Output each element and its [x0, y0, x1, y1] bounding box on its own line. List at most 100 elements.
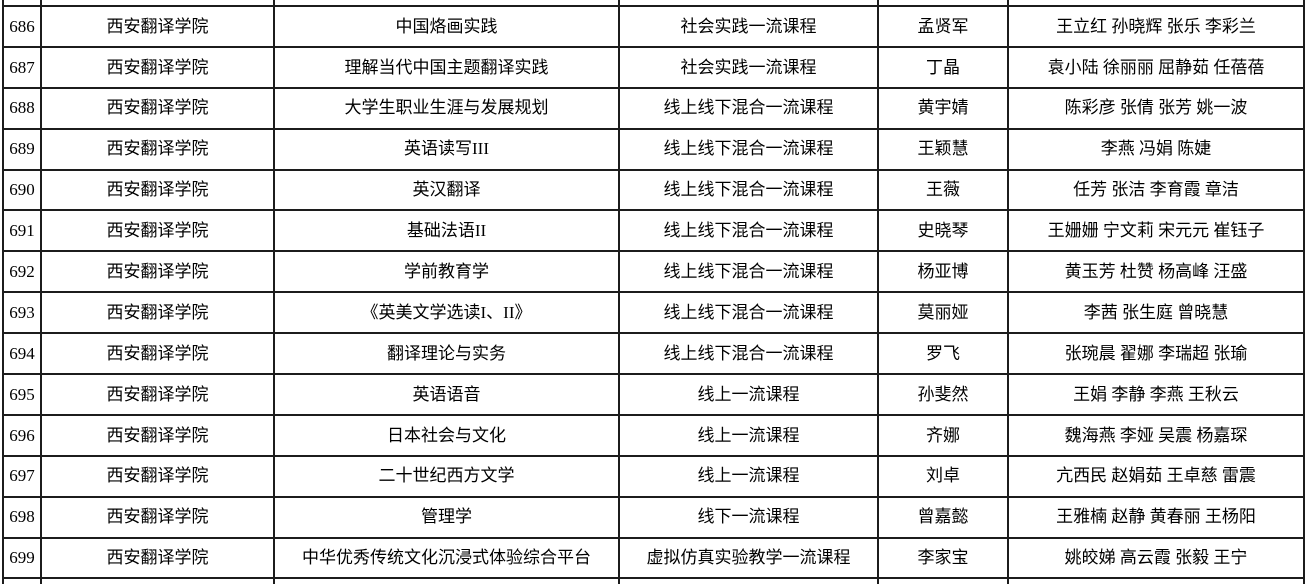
course-name-cell: 英汉翻译 [273, 168, 620, 212]
team-members-cell: 王立红 孙晓辉 张乐 李彩兰 [1007, 5, 1305, 48]
course-type-cell: 社会实践一流课程 [618, 5, 879, 48]
leader-cell: 李家宝 [877, 536, 1009, 580]
course-name-cell: 英语语音 [273, 373, 620, 416]
row-number-cell: 686 [2, 5, 42, 48]
course-type-cell: 线上线下混合一流课程 [618, 127, 879, 171]
table-row: 687 西安翻译学院 理解当代中国主题翻译实践 社会实践一流课程 丁晶 袁小陆 … [2, 45, 1305, 89]
course-name-cell: 《英美文学选读I、II》 [273, 291, 620, 335]
course-type-cell [618, 0, 879, 7]
leader-cell [877, 577, 1009, 584]
school-cell: 西安翻译学院 [40, 209, 275, 253]
school-cell: 西安翻译学院 [40, 373, 275, 416]
table-row: 697 西安翻译学院 二十世纪西方文学 线上一流课程 刘卓 亢西民 赵娟茹 王卓… [2, 454, 1305, 498]
school-cell: 西安翻译学院 [40, 536, 275, 580]
school-cell [40, 577, 275, 584]
school-cell: 西安翻译学院 [40, 86, 275, 130]
row-number-cell [2, 0, 42, 7]
course-type-cell: 线上线下混合一流课程 [618, 209, 879, 253]
leader-cell: 孙斐然 [877, 373, 1009, 416]
team-members-cell: 陈彩彦 张倩 张芳 姚一波 [1007, 86, 1305, 130]
row-number-cell: 698 [2, 495, 42, 539]
course-name-cell: 学前教育学 [273, 250, 620, 294]
school-cell: 西安翻译学院 [40, 291, 275, 335]
table-row: 689 西安翻译学院 英语读写III 线上线下混合一流课程 王颖慧 李燕 冯娟 … [2, 127, 1305, 171]
team-members-cell: 王雅楠 赵静 黄春丽 王杨阳 [1007, 495, 1305, 539]
course-type-cell: 线下一流课程 [618, 495, 879, 539]
course-name-cell: 日本社会与文化 [273, 413, 620, 457]
course-name-cell: 中华优秀传统文化沉浸式体验综合平台 [273, 536, 620, 580]
leader-cell [877, 0, 1009, 7]
school-cell: 西安翻译学院 [40, 454, 275, 498]
table-row: 686 西安翻译学院 中国烙画实践 社会实践一流课程 孟贤军 王立红 孙晓辉 张… [2, 5, 1305, 48]
course-type-cell: 线上一流课程 [618, 413, 879, 457]
course-type-cell: 线上一流课程 [618, 373, 879, 416]
leader-cell: 王颖慧 [877, 127, 1009, 171]
row-number-cell: 687 [2, 45, 42, 89]
school-cell: 西安翻译学院 [40, 5, 275, 48]
table-row: 696 西安翻译学院 日本社会与文化 线上一流课程 齐娜 魏海燕 李娅 吴震 杨… [2, 413, 1305, 457]
leader-cell: 王薇 [877, 168, 1009, 212]
leader-cell: 黄宇婧 [877, 86, 1009, 130]
course-name-cell: 英语读写III [273, 127, 620, 171]
partial-row-top [2, 0, 1305, 7]
row-number-cell: 696 [2, 413, 42, 457]
row-number-cell: 699 [2, 536, 42, 580]
school-cell: 西安翻译学院 [40, 168, 275, 212]
school-cell [40, 0, 275, 7]
course-name-cell: 基础法语II [273, 209, 620, 253]
team-members-cell: 任芳 张洁 李育霞 章洁 [1007, 168, 1305, 212]
leader-cell: 刘卓 [877, 454, 1009, 498]
team-members-cell [1007, 577, 1305, 584]
course-type-cell: 线上线下混合一流课程 [618, 250, 879, 294]
course-name-cell: 管理学 [273, 495, 620, 539]
course-type-cell: 线上线下混合一流课程 [618, 86, 879, 130]
school-cell: 西安翻译学院 [40, 45, 275, 89]
course-name-cell: 中国烙画实践 [273, 5, 620, 48]
team-members-cell: 黄玉芳 杜赞 杨高峰 汪盛 [1007, 250, 1305, 294]
row-number-cell: 695 [2, 373, 42, 416]
team-members-cell: 王姗姗 宁文莉 宋元元 崔钰子 [1007, 209, 1305, 253]
course-type-cell: 线上线下混合一流课程 [618, 332, 879, 376]
row-number-cell: 693 [2, 291, 42, 335]
table-row: 694 西安翻译学院 翻译理论与实务 线上线下混合一流课程 罗飞 张琬晨 翟娜 … [2, 332, 1305, 376]
team-members-cell: 魏海燕 李娅 吴震 杨嘉琛 [1007, 413, 1305, 457]
team-members-cell: 姚皎娣 高云霞 张毅 王宁 [1007, 536, 1305, 580]
team-members-cell: 张琬晨 翟娜 李瑞超 张瑜 [1007, 332, 1305, 376]
table-row: 688 西安翻译学院 大学生职业生涯与发展规划 线上线下混合一流课程 黄宇婧 陈… [2, 86, 1305, 130]
table-row: 692 西安翻译学院 学前教育学 线上线下混合一流课程 杨亚博 黄玉芳 杜赞 杨… [2, 250, 1305, 294]
row-number-cell: 688 [2, 86, 42, 130]
leader-cell: 齐娜 [877, 413, 1009, 457]
team-members-cell: 袁小陆 徐丽丽 屈静茹 任蓓蓓 [1007, 45, 1305, 89]
course-name-cell: 二十世纪西方文学 [273, 454, 620, 498]
school-cell: 西安翻译学院 [40, 332, 275, 376]
row-number-cell: 697 [2, 454, 42, 498]
team-members-cell [1007, 0, 1305, 7]
team-members-cell: 李燕 冯娟 陈婕 [1007, 127, 1305, 171]
table-row: 698 西安翻译学院 管理学 线下一流课程 曾嘉懿 王雅楠 赵静 黄春丽 王杨阳 [2, 495, 1305, 539]
row-number-cell: 692 [2, 250, 42, 294]
course-type-cell [618, 577, 879, 584]
leader-cell: 史晓琴 [877, 209, 1009, 253]
school-cell: 西安翻译学院 [40, 413, 275, 457]
partial-row-bottom [2, 577, 1305, 584]
school-cell: 西安翻译学院 [40, 250, 275, 294]
row-number-cell: 694 [2, 332, 42, 376]
course-type-cell: 社会实践一流课程 [618, 45, 879, 89]
course-type-cell: 线上线下混合一流课程 [618, 168, 879, 212]
course-name-cell [273, 577, 620, 584]
leader-cell: 莫丽娅 [877, 291, 1009, 335]
school-cell: 西安翻译学院 [40, 127, 275, 171]
row-number-cell: 691 [2, 209, 42, 253]
team-members-cell: 亢西民 赵娟茹 王卓慈 雷震 [1007, 454, 1305, 498]
table-row: 693 西安翻译学院 《英美文学选读I、II》 线上线下混合一流课程 莫丽娅 李… [2, 291, 1305, 335]
course-name-cell [273, 0, 620, 7]
course-type-cell: 线上线下混合一流课程 [618, 291, 879, 335]
course-type-cell: 线上一流课程 [618, 454, 879, 498]
table-row: 690 西安翻译学院 英汉翻译 线上线下混合一流课程 王薇 任芳 张洁 李育霞 … [2, 168, 1305, 212]
school-cell: 西安翻译学院 [40, 495, 275, 539]
row-number-cell: 690 [2, 168, 42, 212]
course-name-cell: 理解当代中国主题翻译实践 [273, 45, 620, 89]
